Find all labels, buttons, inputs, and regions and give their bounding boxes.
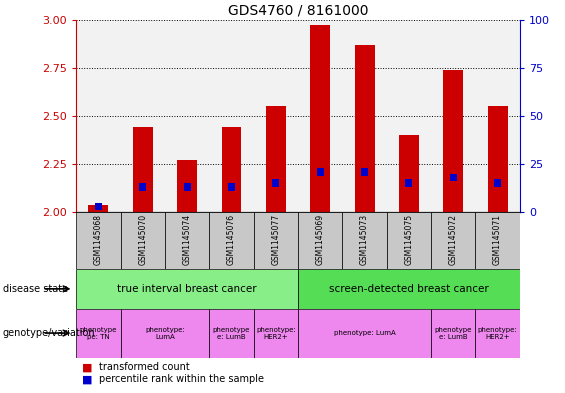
Bar: [228, 183, 235, 191]
Text: phenotype
pe: TN: phenotype pe: TN: [80, 327, 117, 340]
Bar: [165, 212, 210, 269]
Bar: [184, 183, 190, 191]
Title: GDS4760 / 8161000: GDS4760 / 8161000: [228, 3, 368, 17]
Bar: [121, 212, 165, 269]
Bar: [431, 212, 476, 269]
Bar: [450, 174, 457, 182]
Text: GSM1145068: GSM1145068: [94, 214, 103, 265]
Bar: [254, 212, 298, 269]
Text: transformed count: transformed count: [99, 362, 190, 373]
Text: phenotype:
HER2+: phenotype: HER2+: [478, 327, 518, 340]
Text: GSM1145072: GSM1145072: [449, 214, 458, 265]
Text: GSM1145076: GSM1145076: [227, 214, 236, 265]
Bar: [387, 212, 431, 269]
Text: percentile rank within the sample: percentile rank within the sample: [99, 374, 264, 384]
Bar: [361, 168, 368, 176]
Bar: [444, 70, 463, 212]
Bar: [140, 183, 146, 191]
Bar: [76, 212, 121, 269]
Text: true interval breast cancer: true interval breast cancer: [118, 284, 257, 294]
Bar: [133, 127, 153, 212]
Bar: [177, 160, 197, 212]
Text: phenotype
e: LumB: phenotype e: LumB: [434, 327, 472, 340]
Bar: [399, 135, 419, 212]
Bar: [406, 180, 412, 187]
Bar: [298, 212, 342, 269]
Bar: [431, 309, 476, 358]
Text: GSM1145075: GSM1145075: [405, 214, 414, 265]
Bar: [488, 106, 507, 212]
Bar: [476, 309, 520, 358]
Bar: [355, 45, 375, 212]
Bar: [342, 212, 387, 269]
Bar: [298, 269, 520, 309]
Bar: [476, 212, 520, 269]
Bar: [210, 309, 254, 358]
Text: GSM1145071: GSM1145071: [493, 214, 502, 265]
Bar: [89, 204, 108, 212]
Bar: [272, 180, 279, 187]
Bar: [121, 309, 210, 358]
Bar: [494, 180, 501, 187]
Text: GSM1145074: GSM1145074: [182, 214, 192, 265]
Bar: [76, 309, 121, 358]
Text: ■: ■: [82, 374, 93, 384]
Bar: [76, 269, 298, 309]
Text: screen-detected breast cancer: screen-detected breast cancer: [329, 284, 489, 294]
Text: disease state: disease state: [3, 284, 68, 294]
Text: GSM1145069: GSM1145069: [316, 214, 325, 265]
Bar: [95, 203, 102, 210]
Text: phenotype
e: LumB: phenotype e: LumB: [213, 327, 250, 340]
Text: ■: ■: [82, 362, 93, 373]
Text: GSM1145073: GSM1145073: [360, 214, 369, 265]
Bar: [210, 212, 254, 269]
Text: phenotype:
HER2+: phenotype: HER2+: [256, 327, 295, 340]
Bar: [266, 106, 286, 212]
Bar: [317, 168, 324, 176]
Bar: [298, 309, 431, 358]
Bar: [310, 26, 330, 212]
Text: genotype/variation: genotype/variation: [3, 328, 95, 338]
Text: phenotype:
LumA: phenotype: LumA: [145, 327, 185, 340]
Bar: [221, 127, 241, 212]
Text: GSM1145077: GSM1145077: [271, 214, 280, 265]
Bar: [254, 309, 298, 358]
Text: phenotype: LumA: phenotype: LumA: [334, 330, 395, 336]
Text: GSM1145070: GSM1145070: [138, 214, 147, 265]
